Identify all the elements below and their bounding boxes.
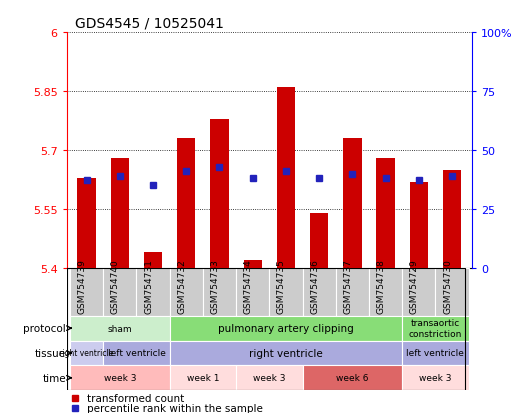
Text: GSM754736: GSM754736 [310, 259, 319, 313]
Text: protocol: protocol [23, 323, 66, 333]
Text: right ventricle: right ventricle [249, 348, 323, 358]
Bar [369, 268, 402, 316]
Bar [70, 341, 103, 366]
Bar [402, 316, 469, 341]
Bar [103, 268, 136, 316]
Bar [303, 366, 402, 390]
Text: GSM754732: GSM754732 [177, 259, 186, 313]
Text: week 3: week 3 [253, 373, 286, 382]
Text: pulmonary artery clipping: pulmonary artery clipping [218, 323, 354, 333]
Bar [170, 268, 203, 316]
Bar [336, 268, 369, 316]
Bar [377, 159, 394, 268]
Bar [236, 366, 303, 390]
Text: percentile rank within the sample: percentile rank within the sample [87, 404, 263, 413]
Bar [203, 268, 236, 316]
Bar [402, 341, 469, 366]
Text: GSM754731: GSM754731 [144, 259, 153, 313]
Bar [310, 214, 328, 268]
Bar [70, 316, 170, 341]
Text: transaortic
constriction: transaortic constriction [409, 319, 462, 338]
Text: tissue: tissue [35, 348, 66, 358]
Bar [343, 139, 362, 268]
Bar [236, 268, 269, 316]
Text: transformed count: transformed count [87, 393, 184, 403]
Text: GSM754734: GSM754734 [244, 259, 253, 313]
Bar [170, 316, 402, 341]
Text: GSM754735: GSM754735 [277, 259, 286, 313]
Bar [77, 178, 96, 268]
Text: week 3: week 3 [419, 373, 451, 382]
Bar [70, 366, 170, 390]
Bar [402, 268, 436, 316]
Bar [410, 182, 428, 268]
Bar [277, 88, 295, 268]
Text: sham: sham [108, 324, 132, 333]
Bar [303, 268, 336, 316]
Text: GSM754733: GSM754733 [210, 259, 220, 313]
Text: week 1: week 1 [187, 373, 219, 382]
Bar [136, 268, 170, 316]
Bar [436, 268, 469, 316]
Text: GSM754739: GSM754739 [77, 259, 87, 313]
Text: week 6: week 6 [336, 373, 369, 382]
Bar [269, 268, 303, 316]
Text: time: time [43, 373, 66, 383]
Bar [144, 253, 162, 268]
Text: right ventricle: right ventricle [60, 349, 114, 358]
Text: week 3: week 3 [104, 373, 136, 382]
Text: GSM754740: GSM754740 [111, 259, 120, 313]
Text: left ventricle: left ventricle [406, 349, 464, 358]
Bar [170, 366, 236, 390]
Bar [443, 170, 461, 268]
Text: GSM754730: GSM754730 [443, 259, 452, 313]
Text: GDS4545 / 10525041: GDS4545 / 10525041 [75, 17, 224, 31]
Bar [111, 159, 129, 268]
Bar [177, 139, 195, 268]
Text: GSM754737: GSM754737 [343, 259, 352, 313]
Bar [210, 119, 229, 268]
Text: GSM754729: GSM754729 [410, 259, 419, 313]
Bar [70, 268, 103, 316]
Bar [402, 366, 469, 390]
Bar [244, 261, 262, 268]
Bar [103, 341, 170, 366]
Text: left ventricle: left ventricle [108, 349, 165, 358]
Bar [170, 341, 402, 366]
Text: GSM754738: GSM754738 [377, 259, 386, 313]
